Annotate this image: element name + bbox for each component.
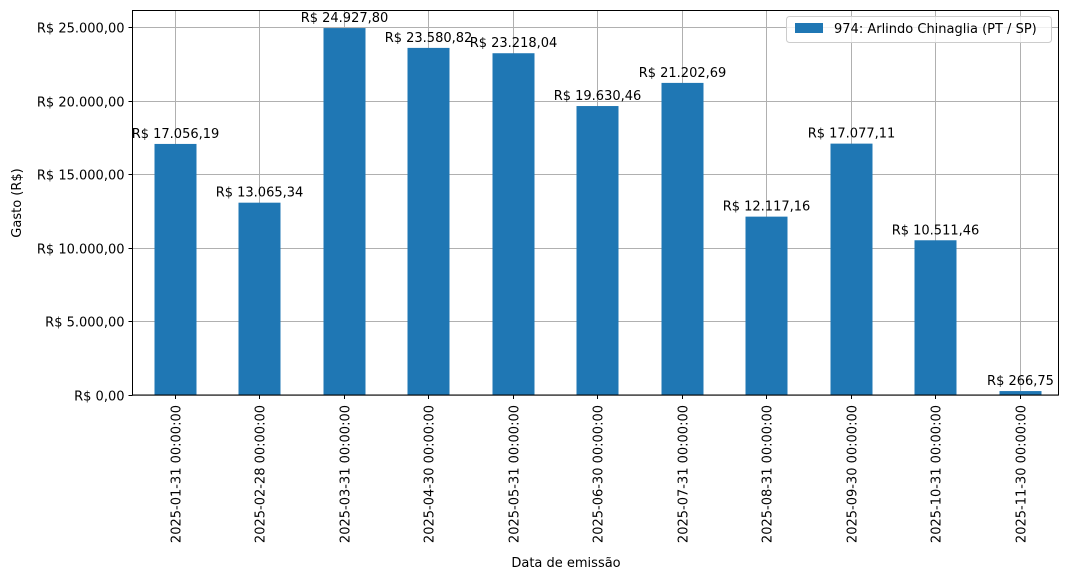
x-tick-label: 2025-08-31 00:00:00 — [761, 405, 776, 543]
y-axis-ticks: R$ 0,00 R$ 5.000,00 R$ 10.000,00 R$ 15.000,… — [37, 22, 133, 405]
bars — [154, 28, 1042, 396]
y-tick-label: R$ 25.000,00 — [37, 22, 125, 37]
bar — [830, 143, 873, 395]
x-tick-label: 2025-10-31 00:00:00 — [930, 405, 945, 543]
bar — [999, 391, 1042, 395]
bar-value-label: R$ 24.927,80 — [301, 11, 389, 26]
bar — [154, 143, 197, 395]
x-tick-label: 2025-11-30 00:00:00 — [1015, 405, 1030, 543]
y-tick-label: R$ 15.000,00 — [37, 169, 125, 184]
x-tick-label: 2025-03-31 00:00:00 — [339, 405, 354, 543]
bar-value-label: R$ 17.077,11 — [808, 127, 896, 142]
x-tick-label: 2025-05-31 00:00:00 — [508, 405, 523, 543]
bar-value-label: R$ 21.202,69 — [639, 66, 727, 81]
bar-value-label: R$ 13.065,34 — [216, 186, 304, 201]
y-tick-label: R$ 20.000,00 — [37, 96, 125, 111]
x-tick-label: 2025-09-30 00:00:00 — [846, 405, 861, 543]
bar — [323, 28, 366, 396]
bar — [492, 53, 535, 396]
bar — [914, 240, 957, 395]
x-axis-title: Data de emissão — [511, 556, 620, 571]
bar-value-label: R$ 10.511,46 — [892, 223, 980, 238]
x-tick-label: 2025-06-30 00:00:00 — [592, 405, 607, 543]
bar-value-labels: R$ 17.056,19 R$ 13.065,34 R$ 24.927,80 R$ 2… — [132, 11, 1054, 389]
x-tick-label: 2025-07-31 00:00:00 — [677, 405, 692, 543]
legend-swatch — [795, 23, 823, 33]
bar — [745, 216, 788, 395]
y-tick-label: R$ 5.000,00 — [45, 316, 124, 331]
bar — [407, 47, 450, 396]
bar-value-label: R$ 23.580,82 — [385, 31, 473, 46]
bar-value-label: R$ 23.218,04 — [470, 36, 558, 51]
y-tick-label: R$ 0,00 — [74, 390, 124, 405]
bar — [576, 106, 619, 396]
bar-value-label: R$ 17.056,19 — [132, 127, 220, 142]
plot-frame — [132, 10, 1059, 396]
legend-label: 974: Arlindo Chinaglia (PT / SP) — [834, 22, 1037, 37]
bar — [661, 82, 704, 396]
x-tick-label: 2025-01-31 00:00:00 — [170, 405, 185, 543]
legend: 974: Arlindo Chinaglia (PT / SP) — [786, 16, 1052, 43]
y-axis-title: Gasto (R$) — [10, 168, 25, 237]
bar-value-label: R$ 19.630,46 — [554, 89, 642, 104]
bar — [238, 202, 281, 395]
bar-value-label: R$ 12.117,16 — [723, 200, 811, 215]
bar-value-label: R$ 266,75 — [987, 374, 1054, 389]
x-tick-label: 2025-04-30 00:00:00 — [423, 405, 438, 543]
y-tick-label: R$ 10.000,00 — [37, 243, 125, 258]
legend-box — [786, 16, 1052, 43]
x-axis-ticks: 2025-01-31 00:00:00 2025-02-28 00:00:00 20… — [170, 395, 1030, 543]
x-tick-label: 2025-02-28 00:00:00 — [254, 405, 269, 543]
